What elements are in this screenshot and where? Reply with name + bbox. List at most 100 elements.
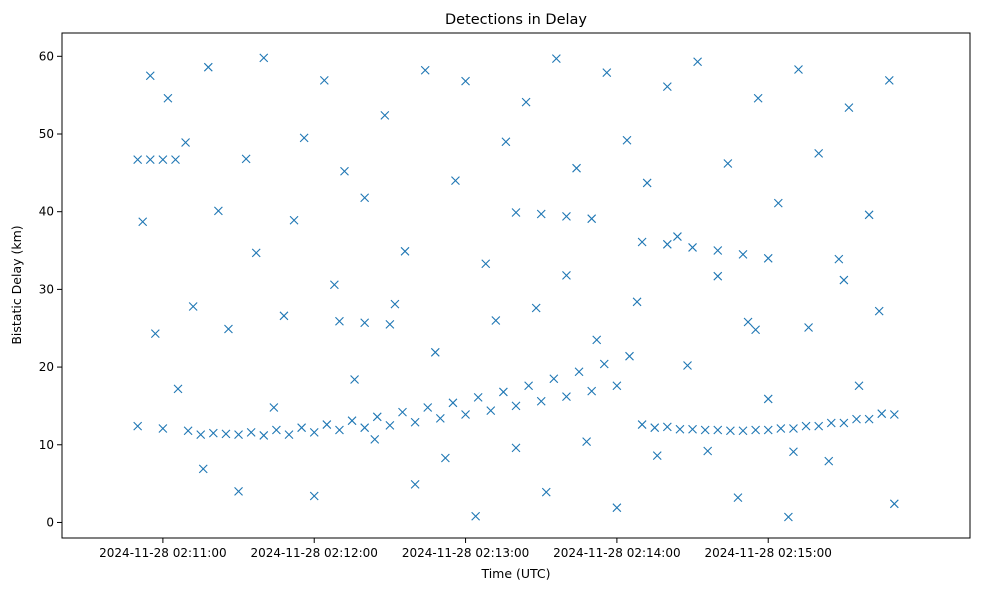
data-point-7 xyxy=(309,427,319,437)
data-point-31 xyxy=(196,430,206,440)
data-point-56 xyxy=(826,418,836,428)
data-point-137 xyxy=(733,493,743,502)
data-point-119 xyxy=(551,54,561,64)
data-point-98 xyxy=(340,166,349,176)
data-point-66 xyxy=(511,208,521,217)
data-point-136 xyxy=(723,159,733,168)
data-point-17 xyxy=(562,392,571,401)
data-point-150 xyxy=(864,210,874,220)
data-point-15 xyxy=(511,401,521,411)
data-point-29 xyxy=(864,414,874,424)
data-point-73 xyxy=(713,246,723,255)
data-point-144 xyxy=(804,323,813,332)
data-point-151 xyxy=(874,306,884,316)
data-point-96 xyxy=(319,76,329,85)
x-axis: 2024-11-28 02:11:00 2024-11-28 02:12:00 20… xyxy=(99,538,832,560)
data-point-101 xyxy=(370,434,380,444)
data-point-117 xyxy=(531,303,541,313)
points-layer xyxy=(133,53,899,522)
x-tick-label-3: 2024-11-28 02:14:00 xyxy=(553,546,680,560)
data-point-148 xyxy=(844,103,854,112)
data-point-143 xyxy=(794,65,803,74)
data-point-125 xyxy=(612,503,622,513)
data-point-18 xyxy=(587,386,597,396)
data-point-75 xyxy=(763,253,773,263)
data-point-108 xyxy=(440,453,450,463)
data-point-83 xyxy=(198,464,208,474)
data-point-149 xyxy=(854,381,864,391)
data-point-45 xyxy=(549,374,559,384)
data-point-113 xyxy=(491,316,501,325)
data-point-12 xyxy=(435,413,445,423)
data-point-142 xyxy=(784,512,793,522)
data-point-3 xyxy=(208,428,218,438)
data-point-25 xyxy=(763,425,773,435)
data-point-16 xyxy=(536,396,546,406)
data-point-145 xyxy=(814,149,824,158)
data-point-40 xyxy=(423,403,433,412)
data-point-147 xyxy=(834,254,844,264)
data-point-47 xyxy=(599,359,609,369)
data-point-124 xyxy=(602,68,612,78)
data-point-26 xyxy=(789,424,798,433)
data-point-77 xyxy=(145,71,155,81)
y-tick-label-2: 20 xyxy=(39,360,54,374)
data-point-67 xyxy=(536,209,546,219)
data-point-109 xyxy=(451,176,460,186)
data-point-60 xyxy=(145,155,155,165)
data-point-99 xyxy=(350,375,359,384)
chart-title: Detections in Delay xyxy=(445,12,587,28)
plot-frame xyxy=(61,32,971,539)
data-point-120 xyxy=(562,271,571,280)
data-point-53 xyxy=(751,425,760,435)
x-tick-label-4: 2024-11-28 02:15:00 xyxy=(704,546,831,560)
data-point-76 xyxy=(138,217,148,227)
data-point-4 xyxy=(234,430,243,440)
data-point-59 xyxy=(133,155,143,165)
data-point-131 xyxy=(673,232,682,241)
data-point-24 xyxy=(738,426,748,436)
y-tick-label-4: 40 xyxy=(39,205,54,219)
data-point-27 xyxy=(814,421,824,431)
data-point-103 xyxy=(390,299,400,309)
data-point-22 xyxy=(688,424,697,434)
data-point-116 xyxy=(521,97,531,107)
data-point-0 xyxy=(133,421,143,431)
data-point-79 xyxy=(163,93,173,103)
data-point-82 xyxy=(188,302,198,311)
data-point-111 xyxy=(471,511,481,521)
data-point-128 xyxy=(642,178,652,188)
data-point-122 xyxy=(582,437,592,447)
x-tick-label-1: 2024-11-28 02:12:00 xyxy=(250,546,377,560)
y-tick-label-0: 0 xyxy=(46,515,54,529)
data-point-65 xyxy=(385,319,395,329)
data-point-61 xyxy=(158,155,168,165)
data-point-80 xyxy=(173,384,183,394)
data-point-63 xyxy=(335,316,344,326)
data-point-121 xyxy=(572,163,581,173)
data-point-46 xyxy=(574,367,584,377)
data-point-50 xyxy=(675,424,685,434)
data-point-72 xyxy=(688,243,697,252)
data-point-78 xyxy=(150,329,160,339)
data-point-123 xyxy=(592,335,602,345)
data-point-105 xyxy=(410,480,420,489)
data-point-92 xyxy=(279,311,289,321)
data-point-44 xyxy=(524,381,533,391)
data-point-140 xyxy=(763,394,773,404)
data-point-81 xyxy=(181,138,190,147)
data-point-33 xyxy=(246,427,256,437)
data-point-74 xyxy=(738,250,748,259)
y-tick-label-1: 10 xyxy=(39,438,54,452)
data-point-88 xyxy=(241,154,251,164)
data-point-118 xyxy=(541,487,551,497)
data-point-71 xyxy=(662,239,672,249)
data-point-90 xyxy=(259,53,269,63)
data-point-155 xyxy=(789,447,798,457)
data-point-135 xyxy=(713,271,723,281)
data-point-100 xyxy=(360,193,370,203)
data-point-41 xyxy=(448,398,458,408)
data-point-64 xyxy=(360,318,370,328)
data-point-55 xyxy=(801,421,811,431)
